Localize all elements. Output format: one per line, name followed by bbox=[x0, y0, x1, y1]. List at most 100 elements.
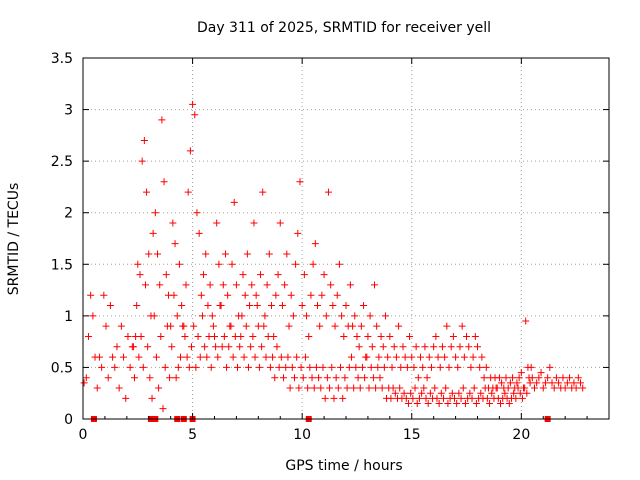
data-point bbox=[144, 343, 152, 351]
data-point bbox=[447, 343, 455, 351]
data-point bbox=[106, 302, 114, 310]
data-point bbox=[190, 322, 198, 330]
data-point bbox=[274, 271, 282, 279]
data-point bbox=[284, 353, 292, 361]
data-point bbox=[559, 374, 567, 382]
data-point bbox=[252, 291, 260, 299]
data-point bbox=[329, 302, 337, 310]
data-point bbox=[258, 343, 266, 351]
data-point bbox=[175, 260, 183, 268]
data-point bbox=[251, 353, 259, 361]
data-point bbox=[373, 322, 381, 330]
data-point bbox=[387, 394, 395, 402]
data-point bbox=[293, 353, 301, 361]
data-point bbox=[136, 271, 144, 279]
data-point bbox=[358, 363, 366, 371]
data-point bbox=[535, 374, 543, 382]
data-point bbox=[288, 363, 296, 371]
data-point bbox=[109, 353, 117, 361]
data-point bbox=[187, 343, 195, 351]
data-point bbox=[150, 312, 158, 320]
data-point bbox=[297, 363, 305, 371]
data-point bbox=[514, 384, 522, 392]
data-point bbox=[283, 250, 291, 258]
data-point bbox=[463, 332, 471, 340]
data-point bbox=[340, 332, 348, 340]
data-point bbox=[257, 271, 265, 279]
data-point bbox=[145, 250, 153, 258]
y-tick-label: 1.5 bbox=[51, 257, 73, 273]
data-point bbox=[163, 322, 171, 330]
data-point bbox=[430, 343, 438, 351]
data-point bbox=[380, 363, 388, 371]
data-point bbox=[319, 363, 327, 371]
data-point bbox=[523, 389, 531, 397]
data-point bbox=[261, 312, 269, 320]
data-point bbox=[422, 394, 430, 402]
data-point bbox=[317, 384, 325, 392]
x-tick-label: 15 bbox=[403, 427, 421, 443]
data-point bbox=[468, 394, 476, 402]
data-point bbox=[89, 312, 97, 320]
data-point bbox=[264, 332, 272, 340]
data-point bbox=[271, 374, 279, 382]
data-point bbox=[113, 343, 121, 351]
data-point bbox=[515, 374, 523, 382]
data-point bbox=[354, 374, 362, 382]
data-point bbox=[240, 353, 248, 361]
data-point bbox=[228, 260, 236, 268]
data-point bbox=[420, 384, 428, 392]
data-point bbox=[194, 332, 202, 340]
data-point bbox=[518, 394, 526, 402]
data-point bbox=[170, 291, 178, 299]
data-point bbox=[525, 374, 533, 382]
data-point bbox=[335, 260, 343, 268]
y-axis-label: SRMTID / TECUs bbox=[6, 183, 22, 296]
data-point bbox=[172, 374, 180, 382]
data-point bbox=[321, 394, 329, 402]
y-tick-label: 2 bbox=[64, 206, 73, 222]
y-tick-label: 0.5 bbox=[51, 360, 73, 376]
data-point bbox=[152, 353, 160, 361]
data-point bbox=[98, 363, 106, 371]
data-point bbox=[399, 343, 407, 351]
data-point bbox=[476, 363, 484, 371]
data-point bbox=[366, 312, 374, 320]
data-point bbox=[360, 302, 368, 310]
data-point bbox=[242, 322, 250, 330]
data-point bbox=[206, 281, 214, 289]
data-point bbox=[570, 379, 578, 387]
data-point bbox=[561, 384, 569, 392]
data-point bbox=[455, 389, 463, 397]
data-point bbox=[307, 291, 315, 299]
data-point bbox=[427, 363, 435, 371]
data-point bbox=[350, 384, 358, 392]
data-point bbox=[486, 400, 494, 408]
data-point bbox=[131, 374, 139, 382]
data-point bbox=[236, 343, 244, 351]
data-point bbox=[351, 312, 359, 320]
data-point bbox=[162, 271, 170, 279]
data-point bbox=[388, 363, 396, 371]
data-point bbox=[369, 374, 377, 382]
data-point bbox=[579, 384, 587, 392]
data-point bbox=[158, 116, 166, 124]
data-point bbox=[82, 374, 90, 382]
data-point bbox=[471, 332, 479, 340]
data-point bbox=[230, 198, 238, 206]
data-point bbox=[117, 322, 125, 330]
data-point bbox=[460, 353, 468, 361]
data-point bbox=[450, 394, 458, 402]
data-point bbox=[453, 400, 461, 408]
data-point bbox=[403, 363, 411, 371]
data-point bbox=[262, 353, 270, 361]
data-point bbox=[84, 332, 92, 340]
data-point bbox=[501, 389, 509, 397]
data-point bbox=[522, 317, 530, 325]
data-point bbox=[196, 353, 204, 361]
data-points bbox=[80, 100, 587, 422]
data-point bbox=[215, 260, 223, 268]
data-point bbox=[260, 322, 268, 330]
data-point bbox=[497, 400, 505, 408]
data-point bbox=[495, 374, 503, 382]
